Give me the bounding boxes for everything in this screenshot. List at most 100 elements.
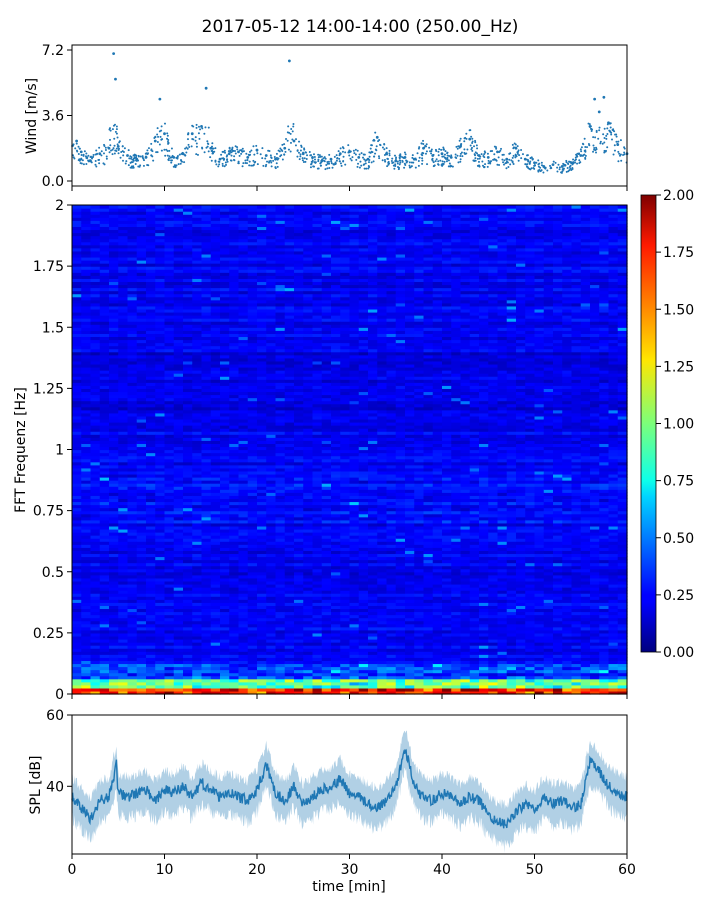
wind-point [310, 162, 313, 165]
spectrogram-cell [99, 687, 110, 692]
spectrogram-cell [136, 400, 147, 405]
spectrogram-cell [81, 620, 92, 625]
spectrogram-cell [220, 583, 230, 588]
wind-point [319, 155, 322, 158]
spectrogram-cell [247, 672, 258, 677]
spectrogram-cell [109, 547, 119, 551]
spectrogram-cell [257, 382, 267, 386]
spectrogram-cell [284, 388, 295, 393]
spectrogram-cell [247, 391, 258, 396]
spectrogram-cell [109, 205, 119, 209]
spectrogram-cell [118, 409, 129, 414]
wind-point [139, 155, 142, 158]
spectrogram-cell [146, 449, 156, 454]
spectrogram-cell [192, 238, 203, 243]
wind-point [289, 141, 292, 144]
spectrogram-cell [155, 629, 166, 634]
spectrogram-cell [81, 370, 92, 374]
spectrogram-cell [201, 250, 212, 255]
spectrogram-cell [247, 577, 258, 582]
spectrogram-cell [146, 272, 156, 276]
spectrogram-cell [90, 232, 101, 237]
spectrogram-cell [173, 412, 184, 417]
spectrogram-cell [146, 223, 156, 227]
spectrogram-cell [81, 516, 92, 521]
spectrogram-cell [238, 293, 249, 298]
spectrogram-cell [266, 510, 277, 515]
spectrogram-cell [173, 357, 184, 362]
spectrogram-cell [183, 311, 193, 316]
spectrogram-cell [72, 513, 82, 518]
spectrogram-cell [109, 431, 119, 435]
wind-point [82, 163, 85, 166]
spectrogram-cell [275, 290, 286, 295]
spectrogram-cell [229, 608, 240, 613]
spectrogram-cell [146, 336, 156, 341]
spectrogram-cell [99, 577, 110, 582]
spectrogram-cell [257, 483, 267, 487]
wind-point [590, 128, 593, 131]
spectrogram-cell [210, 293, 221, 298]
spectrogram-cell [109, 226, 119, 231]
spectrogram-cell [173, 596, 184, 600]
spectrogram-cell [257, 440, 267, 444]
spectrogram-cell [238, 437, 249, 441]
spectrogram-cell [99, 333, 110, 338]
spectrogram-cell [99, 305, 110, 310]
spectrogram-cell [118, 638, 129, 643]
spectrogram-cell [173, 351, 184, 356]
spectrogram-cell [275, 354, 286, 359]
spectrogram-cell [220, 617, 230, 622]
wind-y-tick-label: 0.0 [42, 174, 64, 190]
spectrogram-cell [164, 244, 175, 249]
spectrogram-cell [72, 660, 82, 665]
spectrogram-cell [229, 593, 240, 597]
spectrogram-cell [257, 596, 267, 600]
spectrogram-cell [72, 495, 82, 499]
spectrogram-cell [192, 437, 203, 441]
spectrogram-cell [257, 510, 267, 515]
spectrogram-cell [220, 495, 230, 499]
spectrogram-cell [173, 403, 184, 408]
wind-point [199, 128, 202, 131]
spectrogram-cell [275, 492, 286, 496]
spectrogram-cell [99, 299, 110, 304]
spectrogram-cell [136, 318, 147, 322]
spectrogram-cell [275, 376, 286, 380]
spectrogram-cell [81, 458, 92, 463]
wind-point [558, 166, 561, 169]
wind-point [441, 160, 444, 163]
wind-point [428, 146, 431, 149]
spectrogram-cell [81, 324, 92, 328]
spectrogram-cell [220, 620, 230, 625]
spectrogram-cell [90, 299, 101, 304]
spectrogram-cell [72, 223, 82, 227]
spectrogram-cell [164, 211, 175, 215]
spectrogram-cell [257, 321, 267, 325]
spectrogram-cell [72, 617, 82, 622]
wind-point [111, 153, 114, 156]
spectrogram-cell [183, 645, 193, 649]
spectrogram-cell [210, 611, 221, 616]
spectrogram-cell [210, 311, 221, 316]
spectrogram-cell [81, 376, 92, 380]
spectrogram-cell [247, 620, 258, 625]
wind-point [283, 153, 286, 156]
spectrogram-cell [266, 492, 277, 496]
spectrogram-cell [99, 247, 110, 252]
spectrogram-cell [201, 632, 212, 637]
spectrogram-cell [201, 492, 212, 496]
spectrogram-cell [136, 608, 147, 613]
wind-point [204, 86, 208, 90]
spectrogram-cell [229, 522, 240, 527]
wind-point [609, 126, 612, 129]
spectrogram-cell [247, 415, 258, 420]
spectrogram-cell [275, 577, 286, 582]
spectrogram-cell [81, 263, 92, 267]
spectrogram-cell [183, 330, 193, 334]
spectrogram-cell [229, 284, 240, 289]
spectrogram-cell [247, 690, 258, 695]
spectrogram-cell [90, 263, 101, 267]
spectrogram-cell [275, 412, 286, 417]
spectrogram-cell [257, 455, 267, 460]
